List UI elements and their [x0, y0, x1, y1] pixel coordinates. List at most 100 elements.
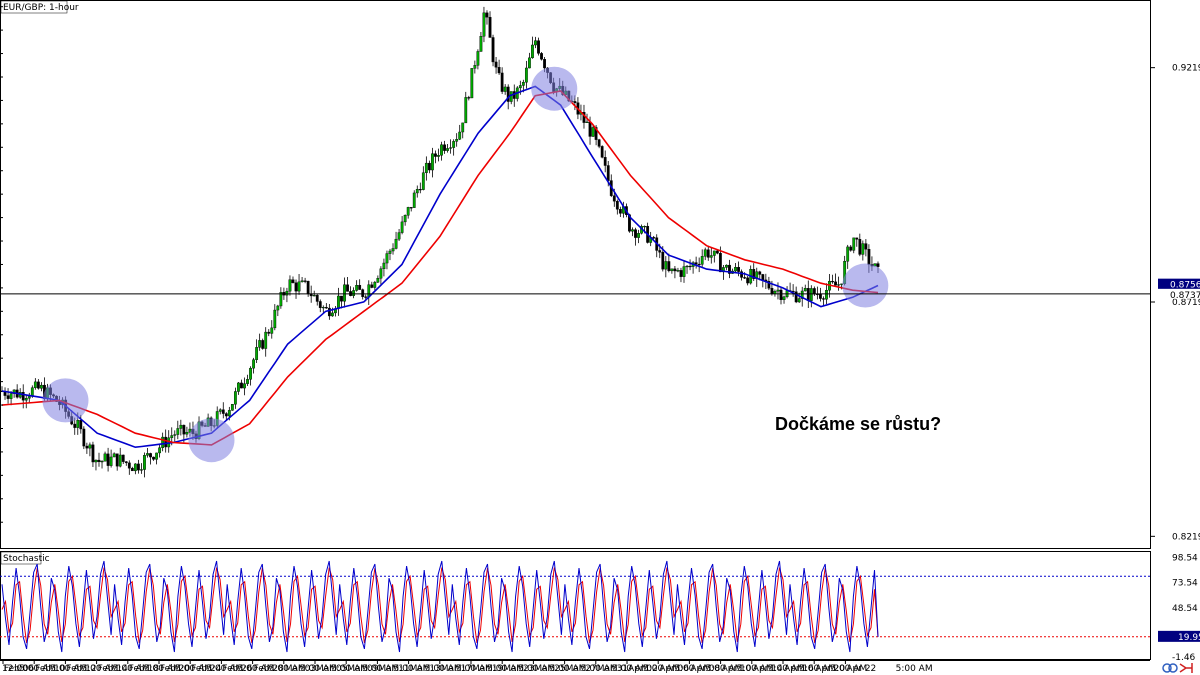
candle-body	[315, 295, 319, 302]
arrow-icon[interactable]	[1179, 663, 1193, 673]
chart-title: EUR/GBP: 1-hour	[3, 3, 79, 13]
stochastic-current-label: 19.95	[1178, 633, 1200, 643]
candle-body	[364, 296, 368, 298]
price-axis-label: 0.87199	[1172, 298, 1200, 308]
candle-body	[36, 381, 40, 389]
candle-body	[94, 459, 98, 463]
time-axis-separator: 5:00 AM	[237, 664, 274, 674]
time-axis-label: Apr 16	[784, 664, 814, 674]
candle-body	[473, 65, 477, 69]
candle-body	[852, 237, 856, 251]
candle-body	[246, 379, 249, 384]
time-axis-label: Apr 06	[659, 664, 689, 674]
candle-body	[864, 243, 868, 250]
candle-body	[806, 288, 810, 301]
candle-body	[355, 285, 359, 291]
highlight-circle	[842, 263, 889, 308]
candle-body	[264, 331, 268, 349]
candle-body	[809, 288, 813, 301]
candle-body	[343, 284, 346, 302]
candle-body	[528, 57, 531, 69]
candle-body	[279, 292, 283, 307]
time-axis-separator: 5:00 AM	[206, 664, 243, 674]
candle-body	[658, 250, 662, 253]
candle-body	[437, 155, 440, 157]
candle-body	[385, 253, 389, 264]
main-series	[0, 6, 880, 478]
candle-body	[179, 424, 183, 429]
candle-body	[218, 409, 222, 412]
time-axis-label: Apr 10	[722, 664, 752, 674]
candle-body	[846, 246, 850, 262]
candle-body	[700, 256, 704, 265]
candle-body	[227, 410, 231, 417]
candle-body	[82, 428, 86, 447]
time-axis-label: Mar 05	[316, 664, 347, 674]
time-axis-separator: 5:00 AM	[643, 664, 680, 674]
candle-body	[540, 53, 543, 60]
candle-body	[170, 435, 174, 439]
candle-body	[800, 290, 804, 299]
candle-body	[158, 447, 162, 454]
time-axis-separator: 5:00 AM	[768, 664, 805, 674]
candle-body	[185, 432, 189, 435]
time-axis-separator: 5:00 AM	[612, 664, 649, 674]
candle-body	[503, 86, 507, 92]
time-axis-label: Mar 25	[534, 664, 565, 674]
candle-body	[476, 51, 480, 66]
candle-body	[676, 270, 680, 272]
candle-body	[603, 157, 607, 166]
candle-body	[588, 121, 592, 137]
time-axis-separator: 5:00 AM	[896, 664, 933, 674]
candle-body	[324, 306, 328, 309]
candle-body	[261, 340, 265, 349]
candle-body	[597, 139, 601, 147]
candle-body	[688, 265, 692, 268]
candle-body	[103, 453, 107, 462]
candle-body	[252, 359, 255, 369]
candle-body	[273, 309, 277, 329]
time-axis-label: Feb 10	[35, 664, 66, 674]
candle-body	[652, 237, 656, 239]
candle-body	[146, 453, 149, 456]
price-axis-label: 0.92199	[1172, 64, 1200, 74]
candle-body	[418, 189, 422, 191]
time-axis-separator: 5:00 AM	[331, 664, 368, 674]
stochastic-pane-frame	[0, 551, 1151, 660]
candle-body	[112, 453, 116, 458]
current-price-label: 0.87569	[1170, 281, 1200, 291]
stochastic-title: Stochastic	[3, 554, 50, 564]
time-axis-separator: 5:00 AM	[705, 664, 742, 674]
candle-body	[124, 461, 128, 464]
stochastic-axis-label: 48.54	[1172, 604, 1198, 614]
candle-body	[352, 290, 356, 296]
candle-body	[767, 281, 771, 289]
time-axis-separator: 5:00 AM	[393, 664, 430, 674]
candle-body	[461, 122, 465, 133]
candle-body	[634, 229, 637, 238]
chain-link-icon[interactable]	[1162, 663, 1178, 673]
candle-body	[130, 467, 134, 472]
candle-body	[715, 250, 719, 254]
time-axis-label: Feb 24	[191, 664, 222, 674]
candle-body	[243, 383, 246, 389]
stochastic-axis-label: 73.54	[1172, 579, 1198, 589]
candle-body	[306, 280, 310, 295]
candle-body	[118, 454, 122, 467]
candle-body	[506, 86, 510, 102]
candle-body	[661, 252, 665, 270]
time-axis-separator: 5:00 AM	[456, 664, 493, 674]
time-axis-separator: 5:00 AM	[144, 664, 181, 674]
candle-body	[464, 97, 468, 124]
time-axis-separator: 5:00 AM	[674, 664, 711, 674]
candle-body	[412, 192, 416, 208]
candle-body	[543, 59, 546, 69]
highlight-circle	[531, 66, 578, 111]
candle-body	[637, 233, 640, 238]
time-axis-separator: 5:00 AM	[50, 664, 87, 674]
candle-body	[427, 162, 431, 171]
candle-body	[591, 127, 595, 137]
candle-body	[479, 36, 483, 52]
candle-body	[831, 280, 834, 283]
